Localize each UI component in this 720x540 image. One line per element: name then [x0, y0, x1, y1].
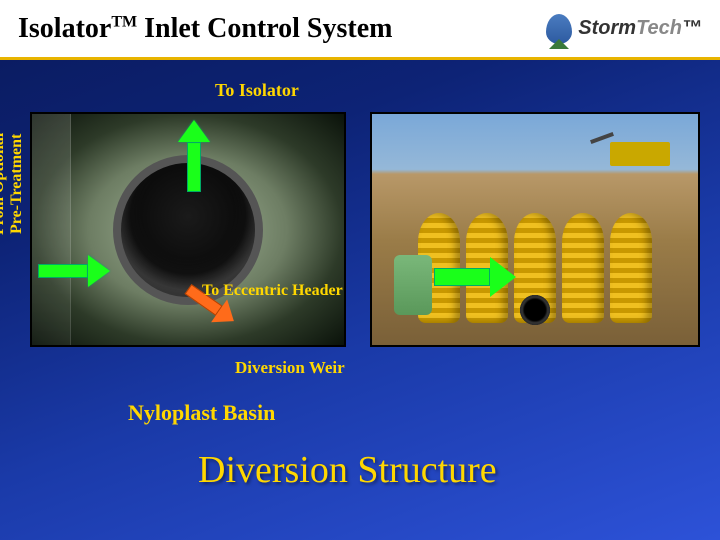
logo-text-b: Tech — [636, 17, 682, 39]
title-superscript: TM — [111, 13, 137, 30]
chamber-end — [520, 295, 550, 325]
arrow-shaft — [187, 142, 201, 192]
label-pre-treatment-line: Pre-Treatment — [8, 134, 25, 234]
chamber — [610, 213, 652, 323]
label-from-optional-line: From Optional — [0, 133, 7, 235]
arrow-head — [88, 255, 110, 287]
image-construction-site — [370, 112, 700, 347]
arrow-head — [178, 120, 210, 142]
label-from-pretreatment: From Optional Pre-Treatment — [0, 133, 25, 235]
logo-text: StormTech™ — [578, 17, 702, 40]
label-to-eccentric-header: To Eccentric Header — [202, 282, 343, 300]
arrow-head — [490, 257, 516, 297]
arrow-up-icon — [178, 120, 210, 192]
arrow-site-flow-icon — [434, 257, 516, 297]
stormtech-logo: StormTech™ — [546, 14, 702, 44]
title-prefix: Isolator — [18, 13, 111, 44]
logo-tm: ™ — [682, 17, 702, 39]
label-to-isolator: To Isolator — [215, 80, 299, 101]
main-title: Diversion Structure — [198, 448, 497, 492]
logo-droplet-icon — [546, 14, 572, 44]
excavator-shape — [610, 142, 670, 166]
slide-header: IsolatorTM Inlet Control System StormTec… — [0, 0, 720, 60]
label-diversion-weir: Diversion Weir — [235, 358, 345, 378]
slide-content: To Isolator From Optional Pre-Treatment … — [0, 60, 720, 537]
logo-text-a: Storm — [578, 17, 636, 39]
chamber — [562, 213, 604, 323]
slide-title: IsolatorTM Inlet Control System — [18, 13, 392, 45]
title-rest: Inlet Control System — [137, 13, 392, 44]
arrow-right-inflow-icon — [38, 255, 110, 287]
arrow-shaft — [434, 268, 490, 286]
arrow-shaft — [38, 264, 88, 278]
manhole-shape — [394, 255, 432, 315]
label-nyloplast-basin: Nyloplast Basin — [128, 400, 275, 426]
